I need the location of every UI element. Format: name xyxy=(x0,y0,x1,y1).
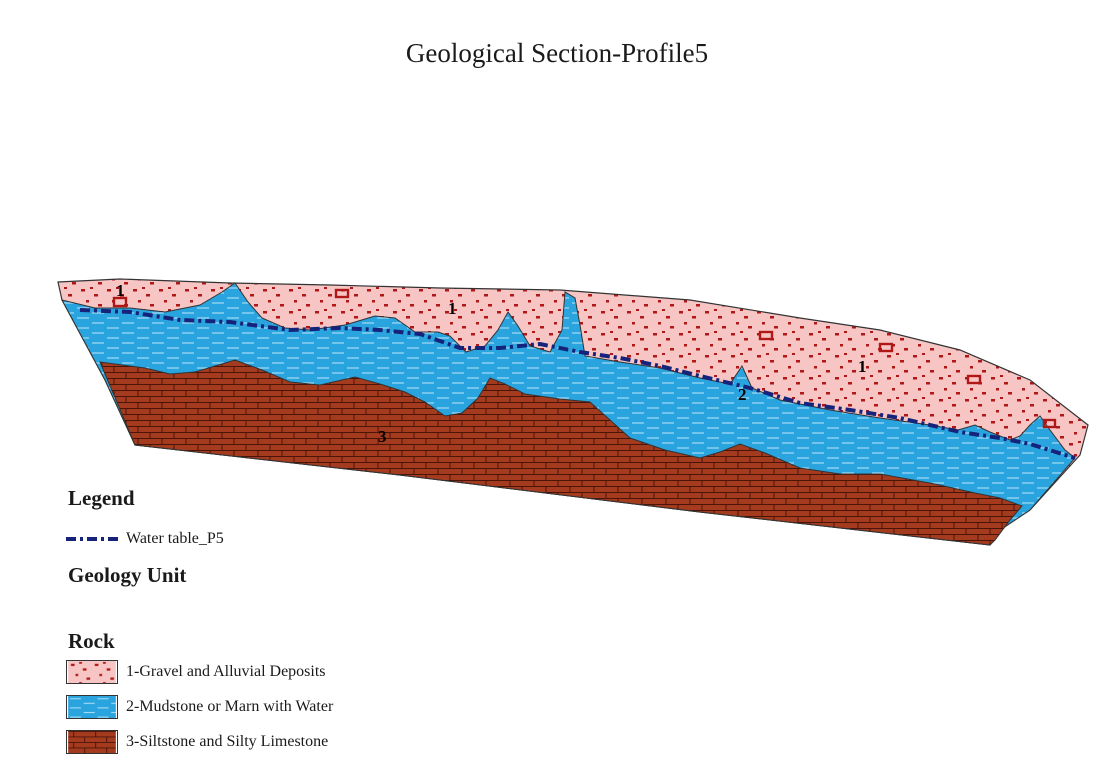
water-table-line xyxy=(79,308,1076,460)
unit-label-gravel-middle: 1 xyxy=(448,299,457,318)
siltstone-limestone-layer xyxy=(99,359,1023,546)
legend-item-water-table: Water table_P5 xyxy=(66,530,224,548)
unit-label-siltstone: 3 xyxy=(378,427,387,446)
mudstone-swatch xyxy=(66,695,118,719)
legend-heading: Legend xyxy=(68,486,135,510)
legend-item-mudstone: 2-Mudstone or Marn with Water xyxy=(66,695,333,719)
gravel-swatch xyxy=(66,660,118,684)
unit-label-gravel-right: 1 xyxy=(858,357,867,376)
geology-unit-heading: Geology Unit xyxy=(68,563,187,587)
rock-heading: Rock xyxy=(68,629,115,653)
unit-label-mudstone: 2 xyxy=(738,385,747,404)
siltstone-swatch xyxy=(66,730,118,754)
unit-label-gravel-left: 1 xyxy=(116,281,125,300)
water-table-label: Water table_P5 xyxy=(126,530,224,547)
siltstone-legend-label: 3-Siltstone and Silty Limestone xyxy=(126,733,329,750)
water-table-symbol xyxy=(66,537,120,541)
gravel-legend-label: 1-Gravel and Alluvial Deposits xyxy=(126,663,326,680)
marker-boxes xyxy=(112,288,1057,429)
legend-item-siltstone: 3-Siltstone and Silty Limestone xyxy=(66,730,328,754)
legend-item-gravel: 1-Gravel and Alluvial Deposits xyxy=(66,660,326,684)
mudstone-legend-label: 2-Mudstone or Marn with Water xyxy=(126,698,334,715)
diagram-title: Geological Section-Profile5 xyxy=(405,38,709,68)
